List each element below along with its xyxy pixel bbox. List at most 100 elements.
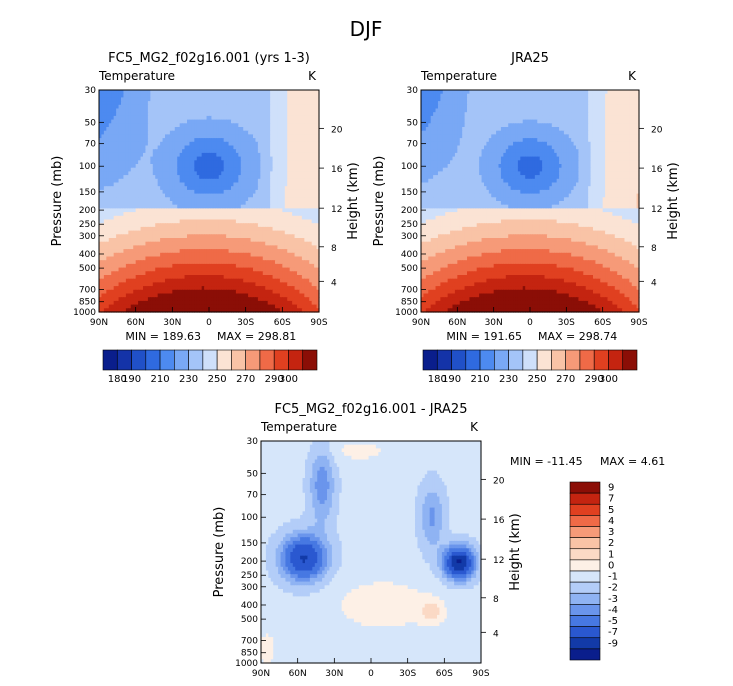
field-cell bbox=[316, 149, 320, 154]
field-cell bbox=[301, 127, 305, 132]
field-cell bbox=[306, 101, 310, 106]
field-cell bbox=[233, 186, 237, 191]
field-cell bbox=[289, 104, 293, 110]
field-cell bbox=[228, 104, 232, 110]
field-cell bbox=[255, 175, 259, 180]
field-cell bbox=[174, 175, 178, 180]
field-cell bbox=[106, 175, 110, 180]
field-cell bbox=[216, 164, 220, 169]
field-cell bbox=[99, 112, 103, 117]
field-cell bbox=[113, 156, 117, 161]
field-cell bbox=[235, 123, 239, 128]
field-cell bbox=[262, 138, 266, 143]
field-cell bbox=[306, 93, 310, 98]
field-cell bbox=[265, 160, 269, 165]
field-cell bbox=[306, 152, 310, 158]
field-cell bbox=[228, 164, 232, 169]
field-cell bbox=[199, 90, 203, 95]
field-cell bbox=[245, 104, 249, 110]
field-cell bbox=[106, 134, 110, 139]
field-cell bbox=[106, 138, 110, 143]
field-cell bbox=[245, 119, 249, 124]
field-cell bbox=[306, 156, 310, 161]
field-cell bbox=[143, 145, 147, 150]
field-cell bbox=[191, 138, 195, 143]
field-cell bbox=[314, 123, 318, 128]
field-cell bbox=[223, 182, 227, 187]
field-cell bbox=[157, 123, 161, 128]
field-cell bbox=[226, 171, 230, 176]
field-cell bbox=[248, 123, 252, 128]
field-cell bbox=[265, 145, 269, 150]
field-cell bbox=[165, 97, 169, 102]
field-cell bbox=[218, 141, 222, 147]
field-cell bbox=[130, 152, 134, 158]
field-cell bbox=[155, 156, 159, 161]
field-cell bbox=[267, 156, 271, 161]
field-cell bbox=[143, 156, 147, 161]
field-cell bbox=[235, 108, 239, 113]
field-cell bbox=[233, 175, 237, 180]
field-cell bbox=[135, 134, 139, 139]
field-cell bbox=[196, 115, 200, 121]
field-cell bbox=[160, 156, 164, 161]
field-cell bbox=[223, 134, 227, 139]
field-cell bbox=[147, 134, 151, 139]
field-cell bbox=[235, 119, 239, 124]
field-cell bbox=[240, 93, 244, 98]
field-cell bbox=[245, 90, 249, 95]
field-cell bbox=[297, 93, 301, 98]
field-cell bbox=[299, 90, 303, 95]
field-cell bbox=[233, 167, 237, 172]
field-cell bbox=[257, 90, 261, 95]
field-cell bbox=[289, 178, 293, 184]
field-cell bbox=[101, 119, 105, 124]
field-cell bbox=[314, 171, 318, 176]
field-cell bbox=[130, 104, 134, 110]
field-cell bbox=[235, 93, 239, 98]
field-cell bbox=[160, 108, 164, 113]
field-cell bbox=[108, 178, 112, 184]
field-cell bbox=[233, 123, 237, 128]
field-cell bbox=[316, 127, 320, 132]
field-cell bbox=[262, 167, 266, 172]
field-cell bbox=[306, 90, 310, 95]
field-cell bbox=[103, 178, 107, 184]
field-cell bbox=[248, 130, 252, 135]
field-cell bbox=[287, 108, 291, 113]
field-cell bbox=[289, 127, 293, 132]
field-cell bbox=[103, 175, 107, 180]
field-cell bbox=[272, 134, 276, 139]
field-cell bbox=[243, 90, 247, 95]
field-cell bbox=[103, 104, 107, 110]
field-cell bbox=[128, 115, 132, 121]
field-cell bbox=[277, 171, 281, 176]
field-cell bbox=[103, 167, 107, 172]
field-cell bbox=[201, 160, 205, 165]
field-cell bbox=[272, 156, 276, 161]
field-cell bbox=[233, 97, 237, 102]
field-cell bbox=[167, 160, 171, 165]
field-cell bbox=[289, 130, 293, 135]
field-cell bbox=[289, 112, 293, 117]
field-cell bbox=[265, 167, 269, 172]
field-cell bbox=[226, 127, 230, 132]
field-cell bbox=[253, 167, 257, 172]
field-cell bbox=[177, 160, 181, 165]
field-cell bbox=[250, 171, 254, 176]
field-cell bbox=[182, 108, 186, 113]
field-cell bbox=[123, 127, 127, 132]
field-cell bbox=[199, 160, 203, 165]
field-cell bbox=[297, 175, 301, 180]
field-cell bbox=[209, 123, 213, 128]
field-cell bbox=[238, 145, 242, 150]
field-cell bbox=[165, 104, 169, 110]
field-cell bbox=[231, 108, 235, 113]
field-cell bbox=[125, 90, 129, 95]
field-cell bbox=[284, 97, 288, 102]
field-cell bbox=[211, 97, 215, 102]
field-cell bbox=[165, 160, 169, 165]
field-cell bbox=[179, 93, 183, 98]
field-cell bbox=[169, 119, 173, 124]
field-cell bbox=[235, 186, 239, 191]
